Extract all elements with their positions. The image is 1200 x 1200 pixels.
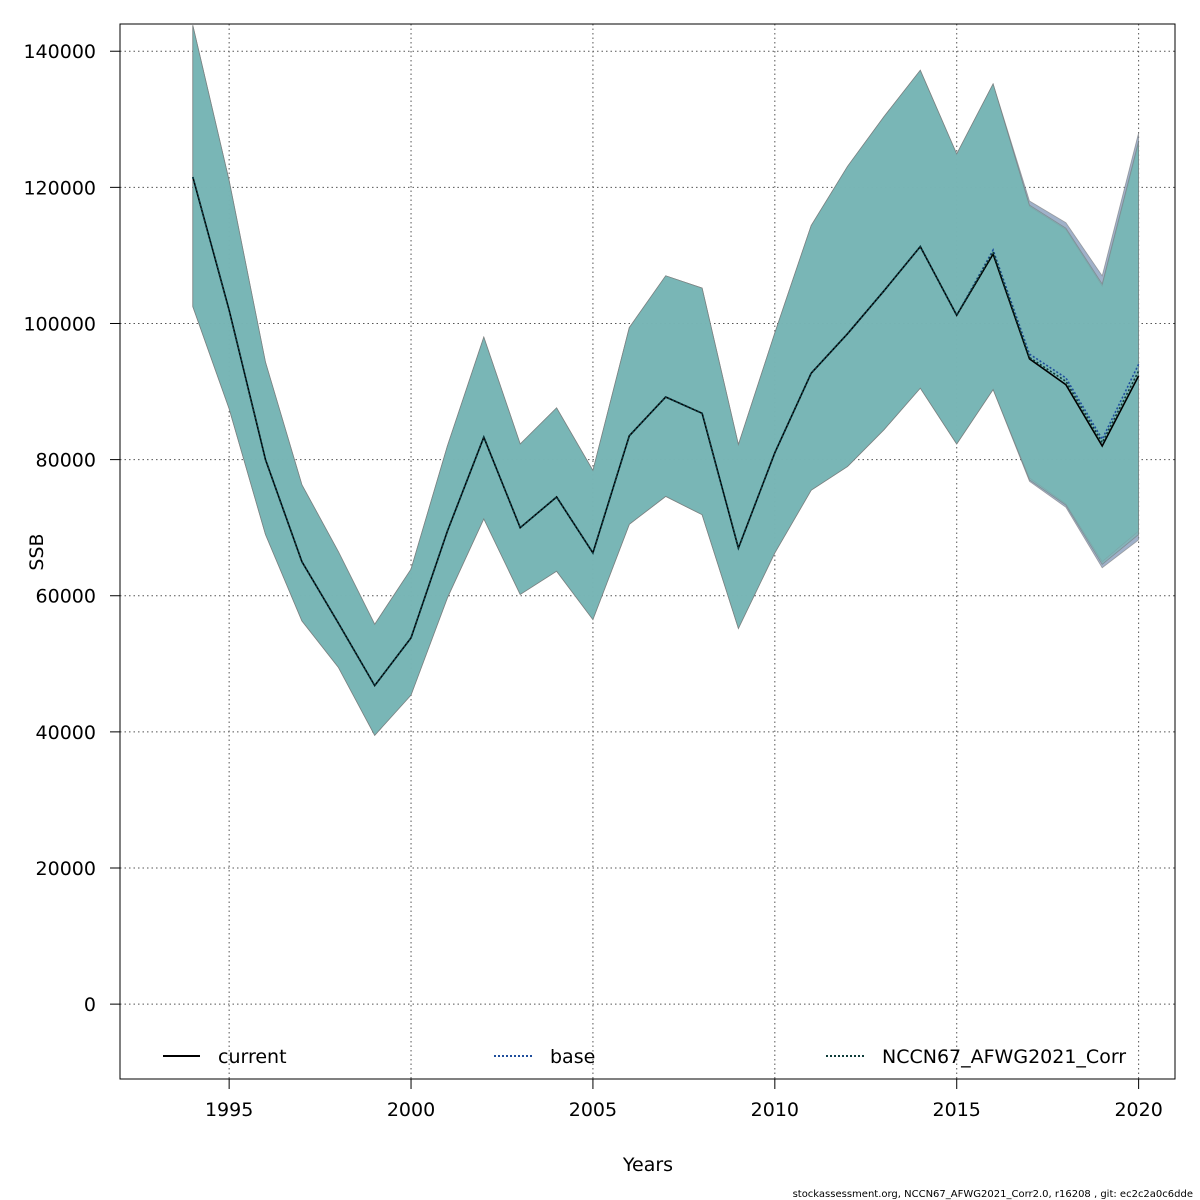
y-tick-label: 60000	[36, 586, 96, 608]
x-tick-label: 2010	[751, 1099, 799, 1121]
y-tick-label: 0	[84, 994, 96, 1016]
legend: current base NCCN67_AFWG2021_Corr	[163, 1046, 1126, 1068]
plot-frame	[119, 23, 1176, 1080]
series-line-3	[192, 176, 1140, 688]
x-tick-label: 1995	[205, 1099, 253, 1121]
confidence-band-3	[192, 25, 1139, 736]
legend-label-2: base	[550, 1046, 595, 1068]
y-axis-title: SSB	[26, 533, 48, 570]
x-axis-title: Years	[622, 1154, 673, 1176]
y-tick-label: 120000	[23, 177, 96, 199]
confidence-bands	[192, 25, 1139, 736]
y-tick-label: 80000	[36, 450, 96, 472]
x-tick-label: 2020	[1114, 1099, 1162, 1121]
x-axis: 1995 2000 2005 2010 2015 2020	[205, 1079, 1163, 1121]
x-tick-label: 2005	[569, 1099, 617, 1121]
series-lines	[192, 176, 1140, 688]
y-tick-label: 140000	[23, 41, 96, 63]
legend-label-3: NCCN67_AFWG2021_Corr	[882, 1046, 1126, 1068]
y-tick-label: 100000	[23, 313, 96, 335]
x-tick-label: 2015	[933, 1099, 981, 1121]
y-tick-label: 20000	[36, 858, 96, 880]
y-tick-label: 40000	[36, 722, 96, 744]
y-axis: 0 20000 40000 60000 80000 100000 120000 140000	[23, 41, 120, 1016]
x-tick-label: 2000	[387, 1099, 435, 1121]
legend-label-1: current	[218, 1046, 287, 1068]
footer-note: stockassessment.org, NCCN67_AFWG2021_Cor…	[793, 1189, 1193, 1200]
